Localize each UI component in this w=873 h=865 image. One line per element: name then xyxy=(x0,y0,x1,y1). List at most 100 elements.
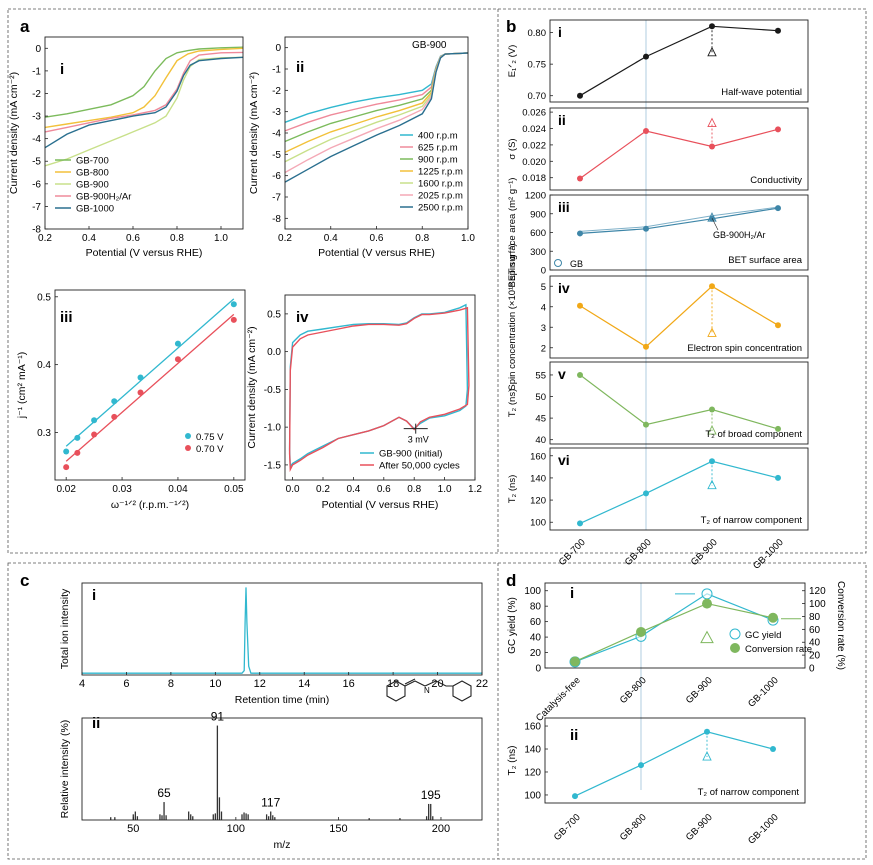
a-iii-data-point xyxy=(174,340,181,347)
c-ii-xlabel: m/z xyxy=(274,839,291,851)
d-i-gc-yield-line xyxy=(574,593,774,663)
a-iv-xtick-label: 0.6 xyxy=(377,484,391,495)
b-biv-series-line xyxy=(579,285,779,348)
a-i-series-line xyxy=(44,46,244,118)
c-i-xtick-label: 20 xyxy=(431,678,443,690)
b-biii-ylabel: BET surface area (m² g⁻¹) xyxy=(507,178,518,288)
d-ii-ylabel: T₂ (ns) xyxy=(507,746,518,776)
panel-label-a: a xyxy=(20,17,30,36)
a-i-ytick-label: 0 xyxy=(35,44,41,55)
a-iii-data-point xyxy=(137,374,144,381)
d-ii-hollow-marker xyxy=(702,751,712,761)
a-ii-ytick-label: 0 xyxy=(275,43,281,54)
a-iii-ytick-label: 0.5 xyxy=(37,292,51,303)
a-iv-ytick-label: -0.5 xyxy=(264,385,282,396)
b-category-label: GB-1000 xyxy=(751,537,786,572)
c-ii-xtick-label: 150 xyxy=(329,823,347,835)
frame-bottom xyxy=(7,562,867,860)
d-i-conversion-point xyxy=(636,626,646,637)
b-biii-gb-label: GB xyxy=(570,259,583,269)
d-ii-data-point xyxy=(638,762,644,769)
b-bv-ytick-label: 40 xyxy=(535,435,546,446)
b-bii-data-point xyxy=(577,175,583,182)
a-iii-data-point xyxy=(111,413,118,420)
d-ii-data-point xyxy=(572,793,578,800)
a-i-xtick-label: 0.8 xyxy=(170,233,184,244)
a-ii-legend-label: 2025 r.p.m xyxy=(418,191,463,202)
b-biv-ytick-label: 5 xyxy=(541,282,546,293)
a-iv-ylabel: Current density (mA cm⁻²) xyxy=(246,326,258,448)
a-ii-ytick-label: -2 xyxy=(272,86,281,97)
b-biii-hollow-marker xyxy=(707,212,717,222)
b-bii-ytick-label: 0.018 xyxy=(522,173,546,184)
a-iv-legend-label: After 50,000 cycles xyxy=(379,461,460,472)
b-biv-ytick-label: 3 xyxy=(541,323,546,334)
a-i-series-line xyxy=(44,51,244,133)
a-ii-legend-label: 1600 r.p.m xyxy=(418,179,463,190)
d-i-category-label: GB-900 xyxy=(684,675,715,706)
subpanel-a-iii: iii xyxy=(60,309,73,326)
b-bii-numeral: ii xyxy=(558,112,566,128)
a-iii-data-point xyxy=(63,448,70,455)
b-biv-ytick-label: 4 xyxy=(541,302,546,313)
a-i-ytick-label: -8 xyxy=(32,225,41,236)
d-i-legend-swatch xyxy=(729,628,741,640)
d-ii-category-label: GB-800 xyxy=(618,812,649,843)
a-iv-xtick-label: 1.0 xyxy=(438,484,452,495)
a-iii-data-point xyxy=(137,389,144,396)
c-ii-peak-label: 117 xyxy=(261,796,280,810)
c-i-xtick-label: 8 xyxy=(168,678,174,690)
b-biv-data-point xyxy=(577,302,583,309)
c-i-xtick-label: 10 xyxy=(209,678,221,690)
c-i-xtick-label: 4 xyxy=(79,678,85,690)
b-biii-ytick-label: 1200 xyxy=(525,191,546,202)
a-ii-xtick-label: 0.6 xyxy=(370,233,384,244)
d-ii-category-label: GB-900 xyxy=(684,812,715,843)
d-i-legend-label: Conversion rate xyxy=(745,644,812,655)
b-bii-ytick-label: 0.026 xyxy=(522,108,546,119)
a-ii-xtick-label: 0.8 xyxy=(415,233,429,244)
c-i-xtick-label: 18 xyxy=(387,678,399,690)
b-bi-axes-frame xyxy=(549,19,809,103)
b-bi-data-point xyxy=(775,27,781,34)
d-ii-data-point xyxy=(770,746,776,753)
a-iii-data-point xyxy=(74,449,81,456)
c-ii-xtick-label: 50 xyxy=(127,823,139,835)
b-bii-hollow-marker xyxy=(707,117,717,128)
c-ii-peak-label: 65 xyxy=(157,786,171,800)
subpanel-d-ii: ii xyxy=(570,727,578,744)
a-iv-xtick-label: 0.4 xyxy=(346,484,360,495)
a-iii-legend-label: 0.75 V xyxy=(196,432,224,443)
b-bii-data-point xyxy=(643,127,649,134)
a-iii-ytick-label: 0.4 xyxy=(37,360,51,371)
a-i-legend-label: GB-900H₂/Ar xyxy=(76,192,131,203)
b-bii-ytick-label: 0.020 xyxy=(522,157,546,168)
b-biii-data-point xyxy=(775,205,781,212)
b-bv-ytick-label: 45 xyxy=(535,414,546,425)
b-biii-h2-label: GB-900H₂/Ar xyxy=(713,230,766,240)
a-iv-legend-label: GB-900 (initial) xyxy=(379,449,442,460)
a-i-legend-label: GB-1000 xyxy=(76,204,114,215)
b-biii-series-line-2 xyxy=(579,206,779,232)
c-i-xtick-label: 16 xyxy=(343,678,355,690)
subpanel-a-i: i xyxy=(60,61,64,78)
panel-label-d: d xyxy=(506,571,516,590)
panel-label-c: c xyxy=(20,571,29,590)
a-ii-legend-label: 900 r.p.m xyxy=(418,155,458,166)
d-i-conversion-point xyxy=(702,598,712,609)
molecule-structure-icon xyxy=(386,678,472,702)
b-bii-ylabel: σ (S) xyxy=(507,138,518,159)
a-iv-axes-frame xyxy=(284,294,476,481)
d-i-gc-yield-point xyxy=(701,588,713,600)
a-iii-data-point xyxy=(74,434,81,441)
a-iv-xtick-label: 0.2 xyxy=(316,484,330,495)
a-ii-xlabel: Potential (V versus RHE) xyxy=(318,247,435,259)
b-bvi-ylabel: T₂ (ns) xyxy=(507,475,518,504)
a-iii-xtick-label: 0.02 xyxy=(56,484,76,495)
d-i-category-label: GB-800 xyxy=(618,675,649,706)
a-ii-series-line xyxy=(284,52,469,183)
a-i-axes-frame xyxy=(44,36,244,230)
c-i-xtick-label: 12 xyxy=(254,678,266,690)
c-i-xtick-label: 14 xyxy=(298,678,310,690)
